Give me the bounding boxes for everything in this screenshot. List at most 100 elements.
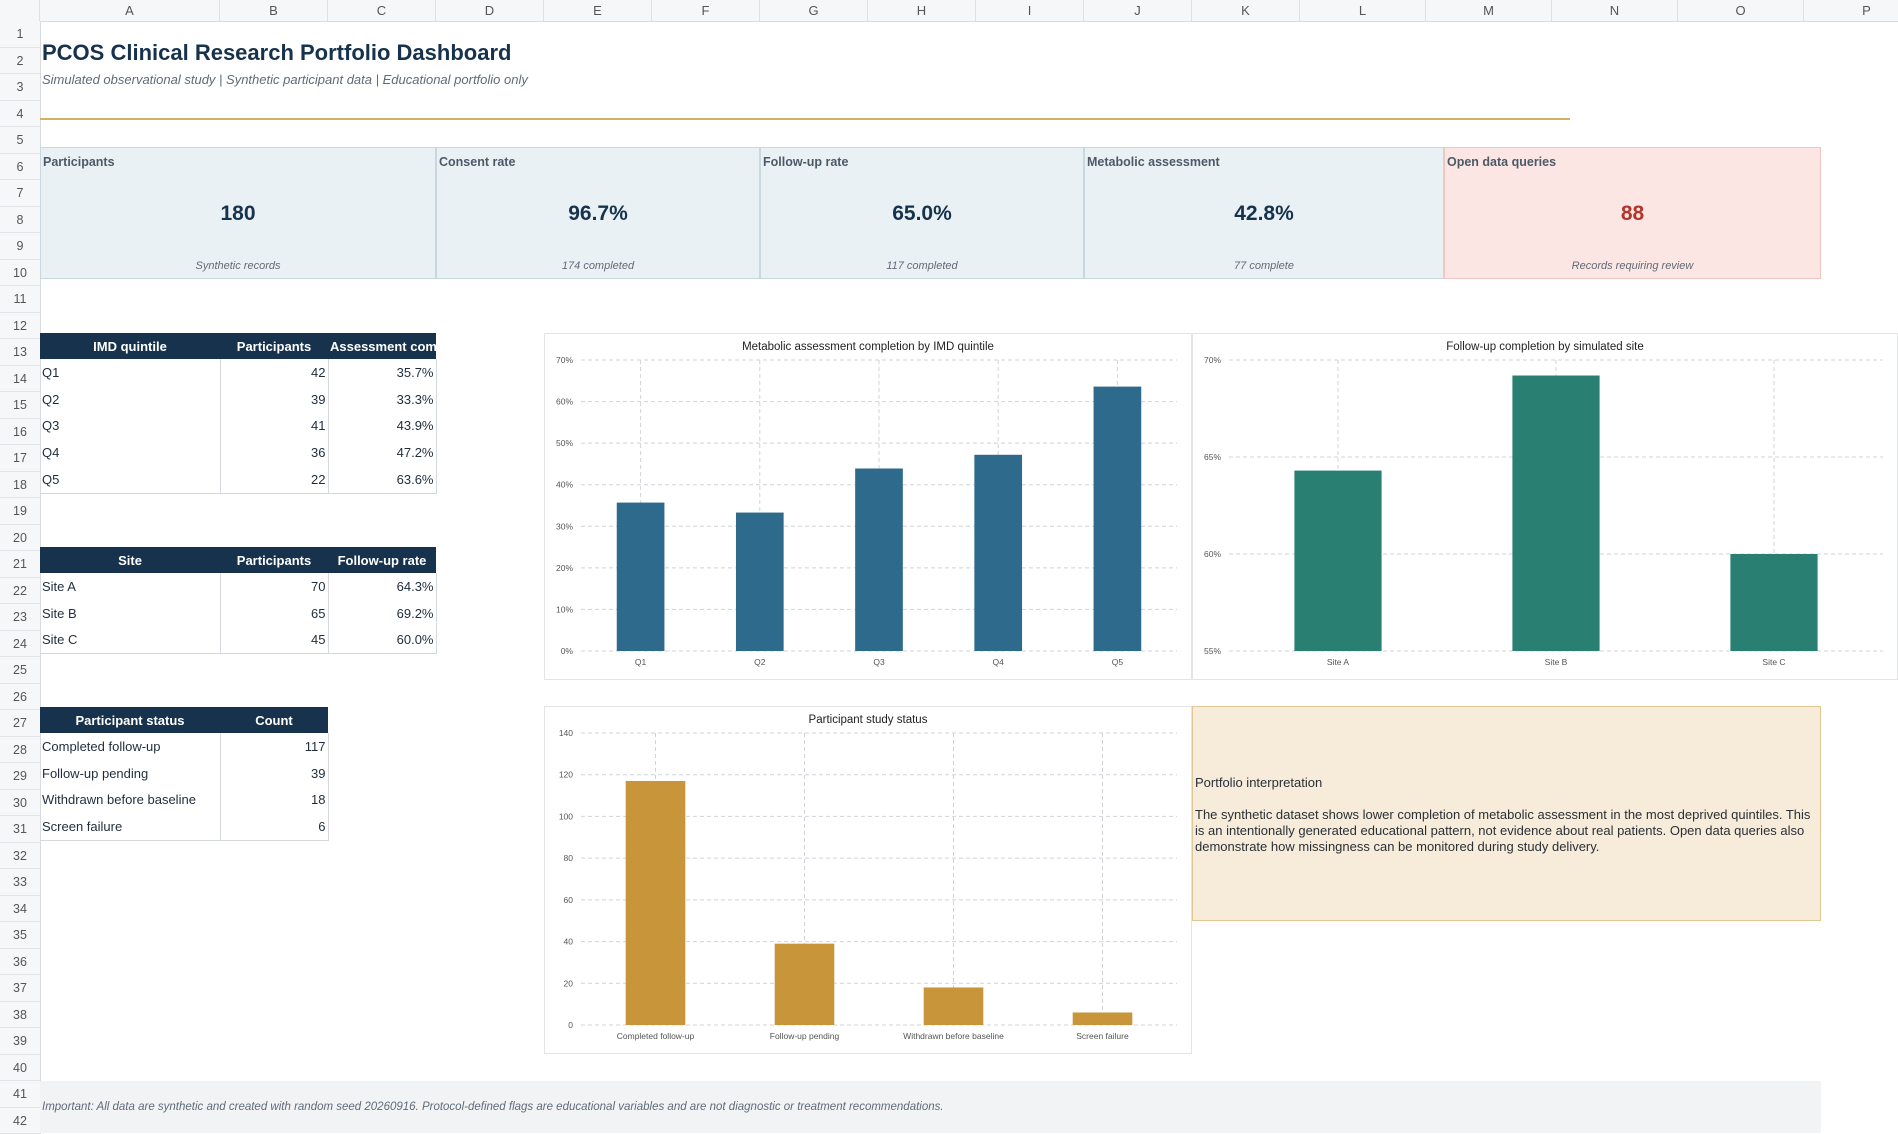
table-row[interactable]: Q1 42 35.7% — [40, 359, 436, 386]
table-row[interactable]: Follow-up pending 39 — [40, 760, 328, 787]
table-cell[interactable]: 60.0% — [328, 627, 436, 654]
row-header-40[interactable]: 40 — [0, 1055, 40, 1082]
table-cell[interactable]: Q2 — [40, 386, 220, 413]
row-header-30[interactable]: 30 — [0, 790, 40, 817]
row-header-5[interactable]: 5 — [0, 127, 40, 154]
row-header-12[interactable]: 12 — [0, 313, 40, 340]
table-header[interactable]: Count — [220, 707, 328, 733]
bar-completed-follow-up[interactable] — [626, 781, 686, 1025]
table-cell[interactable]: Q1 — [40, 359, 220, 386]
row-header-20[interactable]: 20 — [0, 525, 40, 552]
row-header-41[interactable]: 41 — [0, 1081, 40, 1108]
row-header-36[interactable]: 36 — [0, 949, 40, 976]
row-header-15[interactable]: 15 — [0, 392, 40, 419]
kpi-card-follow-up-rate[interactable]: Follow-up rate 65.0% 117 completed — [760, 147, 1084, 279]
column-header-a[interactable]: A — [40, 0, 220, 21]
row-header-42[interactable]: 42 — [0, 1108, 40, 1134]
column-header-l[interactable]: L — [1300, 0, 1426, 21]
table-cell[interactable]: Q3 — [40, 413, 220, 440]
table-header[interactable]: Participants — [220, 333, 328, 359]
table-row[interactable]: Q5 22 63.6% — [40, 466, 436, 493]
table-row[interactable]: Q3 41 43.9% — [40, 413, 436, 440]
table-cell[interactable]: Follow-up pending — [40, 760, 220, 787]
row-header-38[interactable]: 38 — [0, 1002, 40, 1029]
chart-participant-study-status[interactable]: Participant study status 0 20 40 60 80 100 120 1… — [544, 706, 1192, 1054]
row-header-35[interactable]: 35 — [0, 922, 40, 949]
row-header-28[interactable]: 28 — [0, 737, 40, 764]
table-cell[interactable]: 63.6% — [328, 466, 436, 493]
table-cell[interactable]: 69.2% — [328, 600, 436, 627]
kpi-card-participants[interactable]: Participants 180 Synthetic records — [40, 147, 436, 279]
column-header-e[interactable]: E — [544, 0, 652, 21]
column-header-d[interactable]: D — [436, 0, 544, 21]
row-header-32[interactable]: 32 — [0, 843, 40, 870]
table-header[interactable]: Participant status — [40, 707, 220, 733]
table-cell[interactable]: Site C — [40, 627, 220, 654]
table-cell[interactable]: Withdrawn before baseline — [40, 787, 220, 814]
table-row[interactable]: Q2 39 33.3% — [40, 386, 436, 413]
bar-q5[interactable] — [1094, 387, 1142, 651]
row-header-13[interactable]: 13 — [0, 339, 40, 366]
table-cell[interactable]: 42 — [220, 359, 328, 386]
row-header-26[interactable]: 26 — [0, 684, 40, 711]
column-header-n[interactable]: N — [1552, 0, 1678, 21]
column-header-k[interactable]: K — [1192, 0, 1300, 21]
table-cell[interactable]: 18 — [220, 787, 328, 814]
column-header-c[interactable]: C — [328, 0, 436, 21]
table-row[interactable]: Site B 65 69.2% — [40, 600, 436, 627]
table-row[interactable]: Screen failure 6 — [40, 813, 328, 840]
row-header-24[interactable]: 24 — [0, 631, 40, 658]
kpi-card-open-data-queries[interactable]: Open data queries 88 Records requiring r… — [1444, 147, 1821, 279]
table-header[interactable]: Follow-up rate — [328, 547, 436, 573]
table-row[interactable]: Withdrawn before baseline 18 — [40, 787, 328, 814]
table-cell[interactable]: 22 — [220, 466, 328, 493]
bar-q4[interactable] — [974, 455, 1022, 651]
table-cell[interactable]: 117 — [220, 733, 328, 760]
table-cell[interactable]: Site B — [40, 600, 220, 627]
bar-q2[interactable] — [736, 513, 784, 651]
row-header-27[interactable]: 27 — [0, 710, 40, 737]
table-cell[interactable]: 39 — [220, 386, 328, 413]
table-cell[interactable]: Q4 — [40, 439, 220, 466]
chart-follow-up-by-site[interactable]: Follow-up completion by simulated site 55… — [1192, 333, 1898, 680]
row-header-1[interactable]: 1 — [0, 21, 40, 48]
table-cell[interactable]: 36 — [220, 439, 328, 466]
row-header-29[interactable]: 29 — [0, 763, 40, 790]
table-cell[interactable]: 39 — [220, 760, 328, 787]
table-header[interactable]: IMD quintile — [40, 333, 220, 359]
table-cell[interactable]: 33.3% — [328, 386, 436, 413]
bar-q1[interactable] — [617, 503, 665, 651]
table-cell[interactable]: 41 — [220, 413, 328, 440]
row-header-18[interactable]: 18 — [0, 472, 40, 499]
table-cell[interactable]: 43.9% — [328, 413, 436, 440]
row-header-2[interactable]: 2 — [0, 48, 40, 75]
column-header-h[interactable]: H — [868, 0, 976, 21]
row-header-22[interactable]: 22 — [0, 578, 40, 605]
row-header-9[interactable]: 9 — [0, 233, 40, 260]
chart-metabolic-assessment-by-imd[interactable]: Metabolic assessment completion by IMD q… — [544, 333, 1192, 680]
row-header-25[interactable]: 25 — [0, 657, 40, 684]
corner-cell[interactable] — [0, 0, 40, 21]
row-header-8[interactable]: 8 — [0, 207, 40, 234]
row-header-16[interactable]: 16 — [0, 419, 40, 446]
kpi-card-consent-rate[interactable]: Consent rate 96.7% 174 completed — [436, 147, 760, 279]
table-cell[interactable]: 70 — [220, 573, 328, 600]
row-header-39[interactable]: 39 — [0, 1028, 40, 1055]
column-header-b[interactable]: B — [220, 0, 328, 21]
table-header[interactable]: Participants — [220, 547, 328, 573]
row-header-6[interactable]: 6 — [0, 154, 40, 181]
bar-q3[interactable] — [855, 469, 903, 651]
column-header-g[interactable]: G — [760, 0, 868, 21]
table-cell[interactable]: 45 — [220, 627, 328, 654]
row-header-34[interactable]: 34 — [0, 896, 40, 923]
kpi-card-metabolic-assessment[interactable]: Metabolic assessment 42.8% 77 complete — [1084, 147, 1444, 279]
table-header[interactable]: Site — [40, 547, 220, 573]
table-header[interactable]: Assessment com — [328, 333, 436, 359]
row-header-19[interactable]: 19 — [0, 498, 40, 525]
row-header-31[interactable]: 31 — [0, 816, 40, 843]
table-cell[interactable]: Completed follow-up — [40, 733, 220, 760]
row-header-17[interactable]: 17 — [0, 445, 40, 472]
column-header-m[interactable]: M — [1426, 0, 1552, 21]
row-header-3[interactable]: 3 — [0, 74, 40, 101]
row-header-37[interactable]: 37 — [0, 975, 40, 1002]
